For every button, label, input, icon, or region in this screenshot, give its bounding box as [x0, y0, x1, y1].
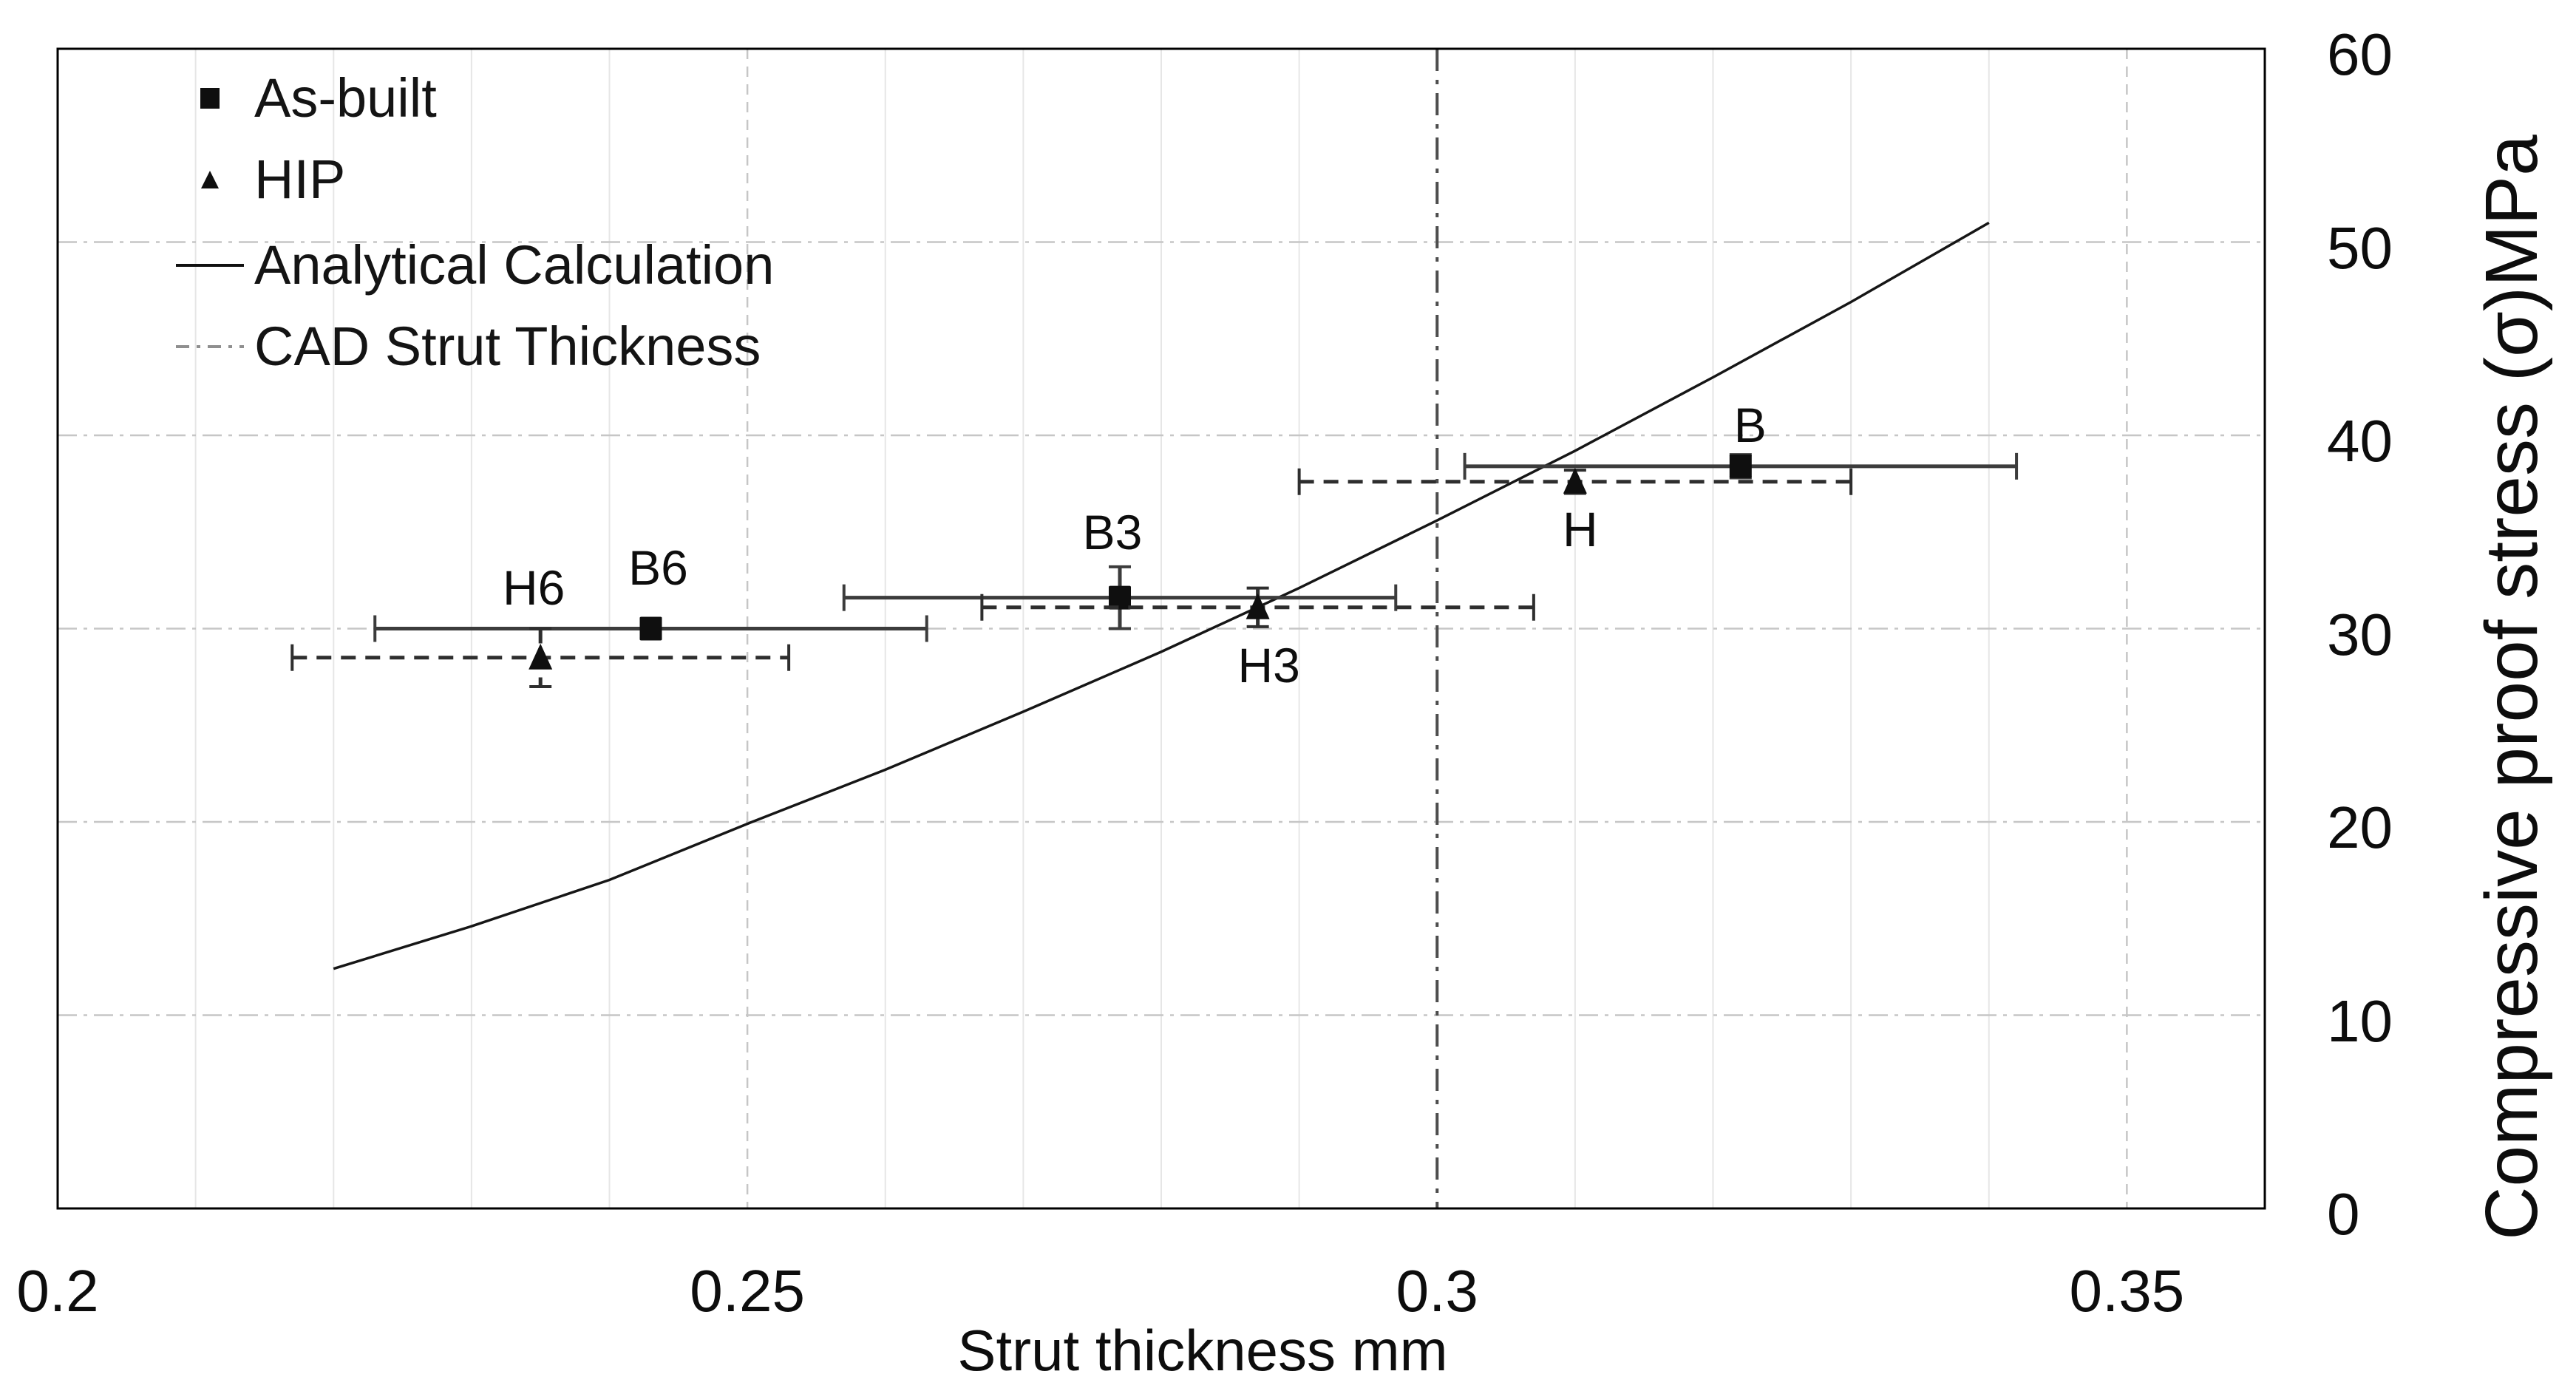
legend-label: As-built [254, 67, 437, 129]
legend-item-cad: CAD Strut Thickness [169, 313, 761, 380]
legend-label: HIP [254, 149, 346, 210]
y-tick-label: 40 [2327, 408, 2393, 474]
point-label-H3: H3 [1237, 637, 1300, 693]
plot-border [56, 47, 2266, 1210]
solid-line-icon [169, 232, 251, 299]
legend-item-analytical: Analytical Calculation [169, 232, 774, 299]
point-label-H6: H6 [503, 560, 565, 615]
legend-label: Analytical Calculation [254, 234, 775, 296]
x-tick-label: 0.25 [690, 1258, 805, 1324]
x-tick-label: 0.2 [16, 1258, 99, 1324]
point-label-B3: B3 [1082, 504, 1143, 560]
y-tick-label: 50 [2327, 214, 2393, 281]
y-tick-label: 0 [2327, 1181, 2360, 1247]
y-axis-title: Compressive proof stress (σ)MPa [2470, 135, 2553, 1240]
square-marker-icon [169, 65, 251, 132]
legend-label: CAD Strut Thickness [254, 316, 761, 377]
dashdot-line-icon [169, 313, 251, 380]
triangle-data-marker-H [1563, 467, 1587, 494]
analytical-calculation-curve [333, 221, 1990, 970]
point-label-H: H [1563, 501, 1598, 557]
square-data-marker-B3 [1109, 585, 1132, 610]
square-data-marker-B [1729, 454, 1752, 478]
point-label-B6: B6 [628, 540, 688, 595]
point-label-B: B [1733, 397, 1767, 452]
y-tick-label: 60 [2327, 21, 2393, 87]
x-tick-label: 0.3 [1396, 1258, 1478, 1324]
y-tick-label: 10 [2327, 987, 2393, 1054]
x-axis-title: Strut thickness mm [957, 1318, 1448, 1383]
x-tick-label: 0.35 [2069, 1258, 2185, 1324]
y-tick-label: 20 [2327, 795, 2393, 860]
legend-item-as-built: As-built [169, 65, 437, 132]
square-data-marker-B6 [639, 616, 662, 641]
triangle-data-marker-H6 [529, 643, 553, 670]
y-tick-label: 30 [2327, 601, 2393, 667]
triangle-marker-icon [169, 146, 251, 213]
triangle-data-marker-H3 [1245, 593, 1270, 619]
legend-item-hip: HIP [169, 146, 345, 213]
